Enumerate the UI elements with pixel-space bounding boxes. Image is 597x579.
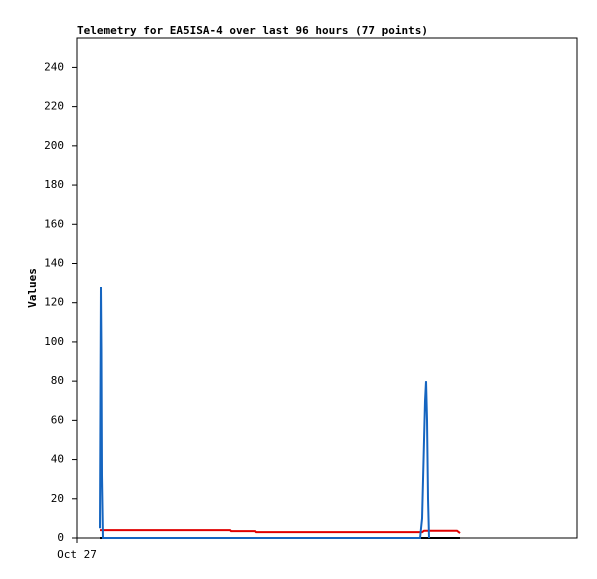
y-tick-label: 140 — [44, 256, 64, 269]
series-line — [99, 287, 430, 539]
y-tick-label: 120 — [44, 296, 64, 309]
y-tick-label: 40 — [51, 453, 64, 466]
y-tick-label: 160 — [44, 217, 64, 230]
y-tick-label: 0 — [57, 531, 64, 544]
y-tick-label: 100 — [44, 335, 64, 348]
y-tick-label: 180 — [44, 178, 64, 191]
y-tick-label: 80 — [51, 374, 64, 387]
y-tick-label: 200 — [44, 139, 64, 152]
y-tick-label: 20 — [51, 492, 64, 505]
chart-title: Telemetry for EA5ISA-4 over last 96 hour… — [77, 24, 428, 37]
y-tick-label: 220 — [44, 100, 64, 113]
x-tick-label: Oct 27 — [57, 548, 97, 561]
y-tick-label: 240 — [44, 60, 64, 73]
series-line — [100, 529, 461, 534]
y-tick-label: 60 — [51, 413, 64, 426]
y-axis-label: Values — [26, 268, 39, 308]
